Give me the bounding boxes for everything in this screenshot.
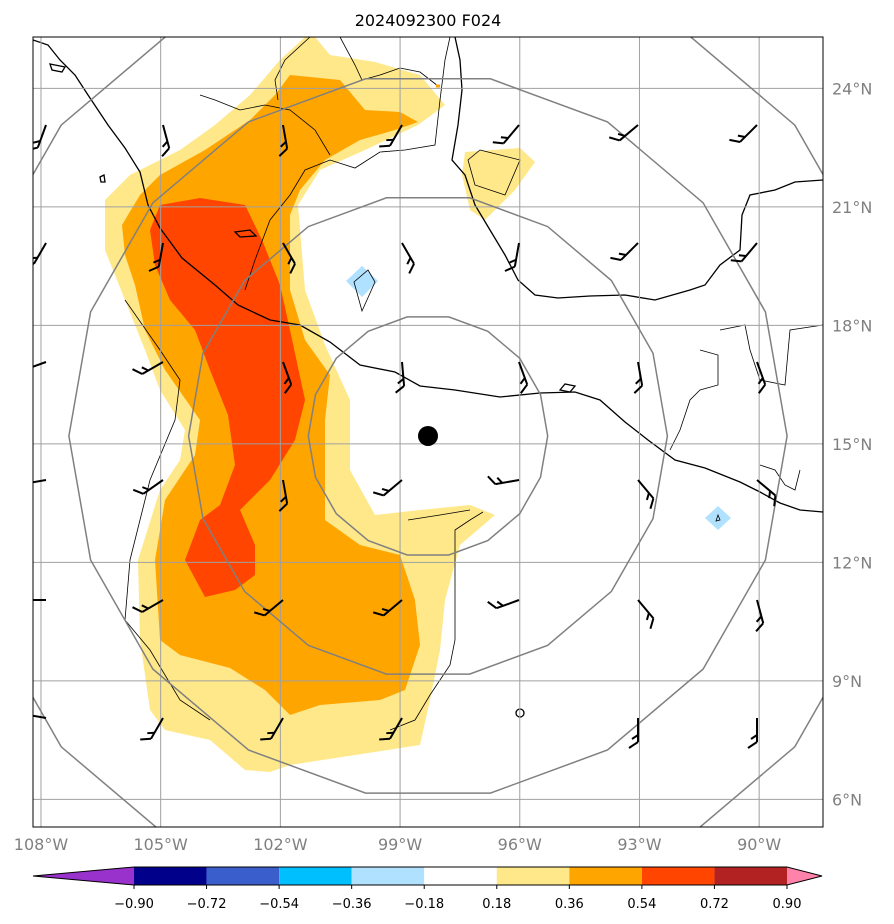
- wind-barb: [401, 242, 415, 274]
- colorbar-level-label: −0.18: [404, 897, 444, 912]
- lat-tick-label: 18°N: [832, 316, 872, 335]
- wind-barb: [372, 599, 403, 617]
- colorbar-segment: [206, 867, 280, 885]
- lon-tick-label: 105°W: [133, 835, 188, 854]
- lat-tick-label: 21°N: [832, 198, 872, 217]
- lat-tick-label: 15°N: [832, 435, 872, 454]
- wind-barb: [372, 479, 403, 497]
- wind-barb: [504, 242, 520, 272]
- contour-lines: [353, 269, 721, 522]
- wind-barb: [33, 712, 47, 719]
- wind-barb: [637, 479, 655, 510]
- chart-title: 2024092300 F024: [355, 11, 502, 30]
- colorbar-extend-high: [787, 867, 822, 885]
- coastlines: [33, 37, 823, 718]
- lon-tick-label: 93°W: [617, 835, 661, 854]
- lat-tick-label: 24°N: [832, 79, 872, 98]
- colorbar-segment: [279, 867, 352, 885]
- wind-barb: [148, 242, 164, 272]
- range-ring-0: [307, 316, 549, 556]
- wind-barb: [379, 717, 403, 741]
- wind-barb: [33, 242, 47, 266]
- colorbar-level-label: 0.72: [700, 897, 729, 912]
- colorbar-segment: [134, 867, 207, 885]
- wind-barb: [33, 479, 47, 486]
- wind-barb: [395, 361, 406, 394]
- lat-tick-label: 12°N: [832, 553, 872, 572]
- wind-barb: [282, 361, 293, 394]
- map-frame: [32, 36, 824, 828]
- wind-barb: [729, 124, 758, 143]
- contour-fill-0-54-to-0-72: [150, 198, 305, 597]
- wind-barb: [755, 599, 765, 632]
- range-ring-1: [187, 197, 669, 675]
- wind-barb: [33, 599, 46, 601]
- lat-tick-label: 9°N: [832, 672, 862, 691]
- wind-barb: [161, 124, 171, 157]
- wind-barb: [33, 361, 47, 372]
- wind-barb: [492, 124, 520, 145]
- wind-barb: [730, 242, 758, 263]
- lon-tick-label: 102°W: [253, 835, 308, 854]
- wind-barb: [608, 124, 639, 142]
- wind-barb: [518, 361, 529, 394]
- wind-barb: [33, 124, 47, 152]
- colorbar-level-label: −0.36: [332, 897, 372, 912]
- colorbar-segment: [714, 867, 787, 885]
- colorbar-level-label: 0.18: [482, 897, 511, 912]
- range-ring-2: [68, 78, 788, 794]
- colorbar-level-label: 0.54: [627, 897, 656, 912]
- wind-barb: [628, 718, 639, 749]
- storm-center-marker: [418, 425, 438, 446]
- wind-barb: [132, 479, 164, 495]
- wind-barb: [132, 361, 164, 375]
- colorbar-segment: [569, 867, 642, 885]
- lon-tick-label: 90°W: [737, 835, 781, 854]
- wind-barb: [487, 599, 520, 610]
- colorbar-level-label: −0.90: [114, 897, 154, 912]
- longitude-labels: 108°W 105°W 102°W 99°W 96°W 93°W 90°W: [14, 835, 782, 854]
- borders: [124, 37, 823, 731]
- wind-barb: [637, 599, 655, 630]
- colorbar-segment: [351, 867, 425, 885]
- wind-barb: [487, 475, 520, 486]
- colorbar: −0.90 −0.72 −0.54 −0.36 −0.18 0.18 0.36 0.54 0.7…: [32, 866, 823, 912]
- wind-barb: [282, 242, 296, 274]
- wind-barb: [633, 361, 644, 394]
- lat-tick-label: 6°N: [832, 790, 862, 809]
- wind-barb: [610, 242, 639, 261]
- wind-barb: [278, 124, 289, 157]
- lon-tick-label: 96°W: [498, 835, 542, 854]
- colorbar-segment: [496, 867, 570, 885]
- wind-barb: [278, 479, 289, 512]
- colorbar-level-label: 0.90: [773, 897, 802, 912]
- wind-barb: [260, 717, 284, 741]
- colorbar-segment: [641, 867, 715, 885]
- colorbar-level-label: −0.54: [259, 897, 299, 912]
- colorbar-extend-low: [33, 867, 134, 885]
- lon-tick-label: 99°W: [378, 835, 422, 854]
- lon-tick-label: 108°W: [14, 835, 69, 854]
- wind-barb: [132, 599, 164, 613]
- wind-barb: [756, 479, 777, 507]
- colorbar-level-label: −0.72: [187, 897, 227, 912]
- colorbar-segment: [424, 867, 497, 885]
- wind-barb: [756, 361, 767, 394]
- wind-barb: [379, 124, 403, 148]
- wind-barbs: [33, 124, 777, 749]
- wind-barb: [140, 717, 164, 741]
- wind-barb: [253, 599, 284, 617]
- colorbar-level-label: 0.36: [555, 897, 584, 912]
- wind-barb: [747, 718, 758, 749]
- latitude-labels: 24°N 21°N 18°N 15°N 12°N 9°N 6°N: [832, 79, 872, 809]
